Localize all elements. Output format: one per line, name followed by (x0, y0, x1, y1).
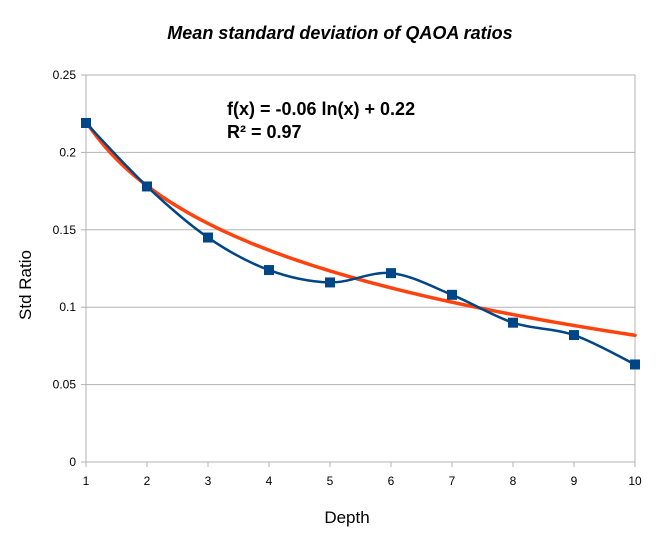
series-group (81, 117, 640, 370)
y-tick-label: 0.2 (59, 145, 76, 159)
x-axis-label: Depth (324, 508, 369, 527)
y-tick-label: 0.15 (53, 223, 77, 237)
chart-title: Mean standard deviation of QAOA ratios (167, 23, 512, 43)
data-point-marker (569, 330, 579, 341)
x-tick-label: 3 (205, 474, 212, 488)
trendline-r-squared: R² = 0.97 (227, 122, 302, 142)
y-tick-labels: 0 0.05 0.1 0.15 0.2 0.25 (53, 68, 77, 469)
y-axis-label: Std Ratio (16, 250, 35, 320)
x-tick-label: 2 (144, 474, 151, 488)
x-tick-label: 9 (571, 474, 578, 488)
data-point-marker (142, 181, 152, 192)
y-tick-label: 0 (69, 455, 76, 469)
x-tick-label: 5 (327, 474, 334, 488)
data-point-marker (508, 317, 518, 328)
data-point-marker (325, 277, 335, 288)
trendline-group (84, 119, 637, 338)
trendline-equation: f(x) = -0.06 ln(x) + 0.22 (227, 99, 415, 119)
data-point-marker (386, 268, 396, 279)
x-tick-label: 1 (83, 474, 90, 488)
y-tick-label: 0.25 (53, 68, 77, 82)
data-point-marker (630, 359, 640, 370)
series-line (85, 122, 636, 366)
x-tick-label: 6 (388, 474, 395, 488)
trendline (84, 119, 637, 338)
x-tick-label: 7 (449, 474, 456, 488)
data-point-marker (203, 232, 213, 243)
gridlines (86, 74, 635, 463)
x-tick-label: 8 (510, 474, 517, 488)
axes (81, 74, 636, 467)
data-point-marker (81, 117, 91, 128)
x-tick-label: 4 (266, 474, 273, 488)
y-tick-label: 0.1 (59, 300, 76, 314)
x-tick-labels: 1 2 3 4 5 6 7 8 9 10 (83, 474, 642, 488)
data-point-marker (447, 289, 457, 300)
data-point-marker (264, 265, 274, 276)
x-tick-label: 10 (628, 474, 642, 488)
y-tick-label: 0.05 (53, 378, 77, 392)
